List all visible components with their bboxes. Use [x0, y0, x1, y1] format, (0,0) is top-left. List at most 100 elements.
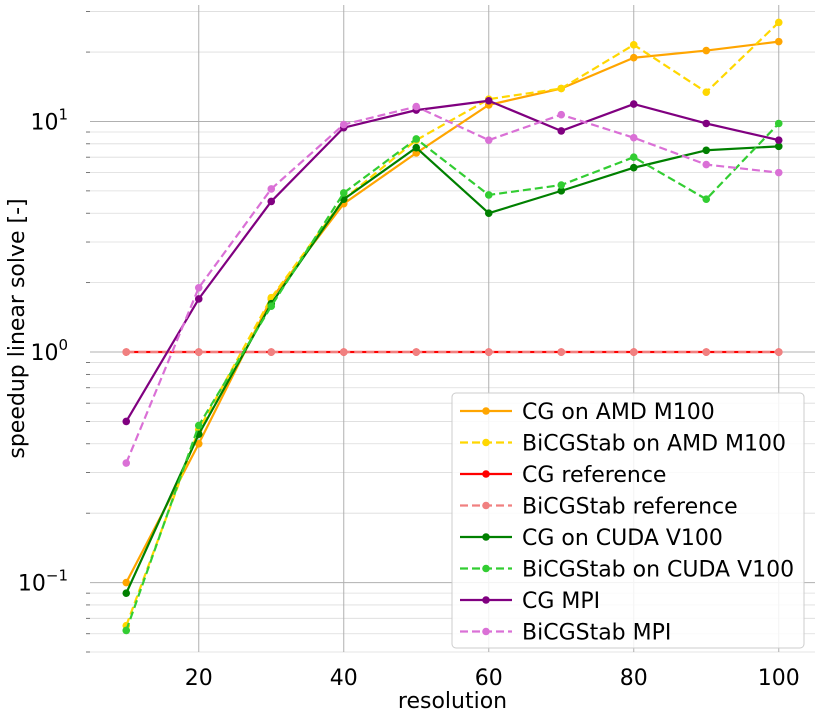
data-point — [557, 84, 566, 93]
data-point — [629, 348, 638, 356]
y-tick-label: 101 — [30, 105, 68, 135]
data-point — [122, 578, 131, 587]
series-line — [125, 122, 780, 631]
legend-item: CG on CUDA V100 — [460, 526, 723, 551]
plot-area — [90, 5, 815, 653]
data-point — [339, 120, 348, 129]
x-tick-label: 80 — [620, 666, 648, 691]
data-point — [702, 146, 711, 155]
data-point — [194, 439, 203, 448]
data-point — [774, 136, 783, 144]
data-point — [484, 209, 493, 218]
data-point — [557, 348, 566, 356]
legend-swatch-marker — [482, 438, 490, 447]
y-axis-label: speedup linear solve [-] — [5, 198, 30, 458]
x-tick-label: 60 — [475, 666, 503, 691]
data-point — [122, 348, 131, 356]
data-point — [702, 348, 711, 356]
legend-swatch-marker — [482, 596, 490, 604]
legend-swatch-marker — [482, 627, 490, 636]
data-point — [484, 96, 493, 105]
series-3 — [122, 348, 783, 356]
legend: CG on AMD M100 BiCGStab on AMD M100 CG ref… — [451, 392, 805, 649]
legend-swatch-marker — [482, 470, 490, 478]
x-tick-label: 20 — [185, 666, 213, 691]
series-6 — [122, 96, 783, 426]
legend-item: CG MPI — [460, 589, 600, 614]
legend-label: BiCGStab reference — [522, 495, 738, 520]
data-point — [774, 119, 783, 128]
data-point — [629, 153, 638, 161]
series-line — [125, 99, 779, 422]
data-point — [412, 143, 421, 152]
legend-label: CG MPI — [522, 589, 600, 614]
legend-swatch-marker — [482, 501, 490, 510]
x-tick-label: 40 — [330, 666, 358, 691]
series-layer — [122, 18, 783, 635]
axis-ticks: 10−1 100 101 20 40 60 80 100 — [18, 11, 800, 691]
data-point — [122, 417, 131, 426]
data-point — [267, 302, 276, 311]
series-line — [125, 145, 779, 594]
data-point — [557, 110, 566, 119]
data-point — [122, 589, 131, 597]
legend-item: CG reference — [460, 463, 666, 488]
data-point — [194, 283, 203, 292]
data-point — [557, 181, 566, 189]
data-point — [412, 135, 421, 143]
legend-label: BiCGStab on CUDA V100 — [522, 558, 794, 583]
legend-label: BiCGStab MPI — [522, 621, 671, 646]
data-point — [774, 348, 783, 356]
legend-label: BiCGStab on AMD M100 — [522, 432, 786, 457]
data-point — [702, 160, 711, 169]
data-point — [702, 195, 711, 204]
data-point — [702, 88, 711, 96]
series-line — [125, 21, 780, 627]
series-5 — [122, 119, 783, 635]
y-tick-label: 100 — [30, 336, 68, 366]
data-point — [629, 100, 638, 108]
series-line — [125, 40, 779, 584]
data-point — [702, 46, 711, 55]
data-point — [774, 142, 783, 151]
legend-label: CG on CUDA V100 — [522, 526, 723, 551]
x-axis-label: resolution — [398, 689, 507, 714]
data-point — [412, 149, 421, 157]
data-point — [629, 163, 638, 172]
data-point — [557, 127, 566, 135]
legend-item: BiCGStab MPI — [460, 621, 671, 646]
legend-item: CG on AMD M100 — [460, 400, 715, 425]
data-point — [194, 295, 203, 303]
legend-swatch-marker — [482, 533, 490, 541]
legend-label: CG on AMD M100 — [522, 400, 715, 425]
legend-item: BiCGStab on AMD M100 — [460, 432, 786, 457]
x-tick-label: 100 — [758, 666, 800, 691]
data-point — [484, 191, 493, 199]
y-tick-label: 10−1 — [18, 567, 68, 597]
data-point — [194, 421, 203, 430]
legend-label: CG reference — [522, 463, 666, 488]
legend-swatch-marker — [482, 564, 490, 573]
data-point — [702, 119, 711, 128]
data-point — [484, 136, 493, 144]
data-point — [629, 133, 638, 142]
data-point — [267, 348, 276, 356]
data-point — [774, 37, 783, 46]
data-point — [267, 185, 276, 193]
data-point — [484, 348, 493, 356]
data-point — [122, 459, 131, 467]
legend-item: BiCGStab on CUDA V100 — [460, 558, 794, 583]
data-point — [557, 187, 566, 195]
data-point — [339, 189, 348, 197]
legend-item: BiCGStab reference — [460, 495, 738, 520]
data-point — [339, 348, 348, 356]
legend-box — [451, 392, 805, 649]
data-point — [412, 102, 421, 111]
series-7 — [122, 102, 783, 467]
data-point — [774, 18, 783, 27]
data-point — [194, 348, 203, 356]
series-line — [125, 105, 779, 464]
legend-swatch-marker — [482, 407, 490, 415]
data-point — [629, 53, 638, 62]
